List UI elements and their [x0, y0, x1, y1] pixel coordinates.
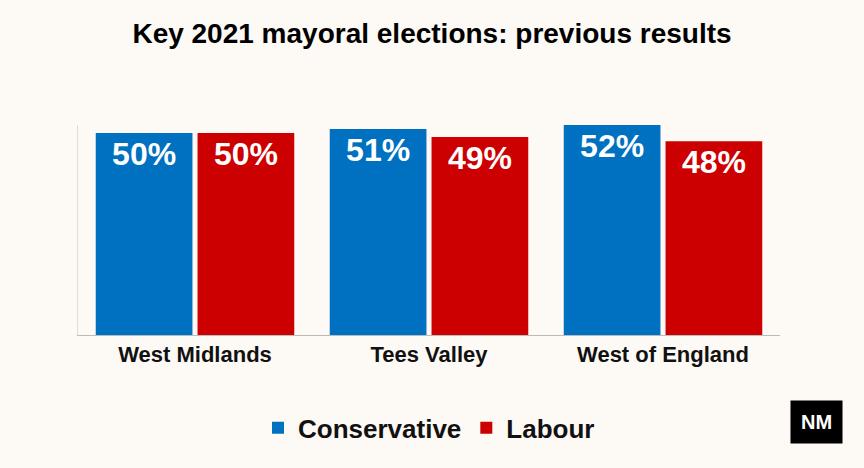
svg-text:Conservative: Conservative	[298, 414, 461, 444]
svg-text:51%: 51%	[346, 132, 410, 168]
svg-text:Labour: Labour	[506, 414, 594, 444]
svg-text:50%: 50%	[112, 136, 176, 172]
svg-text:West Midlands: West Midlands	[118, 342, 272, 367]
svg-text:49%: 49%	[448, 140, 512, 176]
svg-text:Tees Valley: Tees Valley	[370, 342, 488, 367]
svg-text:NM: NM	[801, 411, 832, 433]
svg-text:Key 2021 mayoral elections: pr: Key 2021 mayoral elections: previous res…	[132, 18, 731, 49]
svg-text:West of England: West of England	[577, 342, 749, 367]
svg-text:48%: 48%	[682, 144, 746, 180]
svg-text:50%: 50%	[214, 136, 278, 172]
svg-text:52%: 52%	[580, 128, 644, 164]
